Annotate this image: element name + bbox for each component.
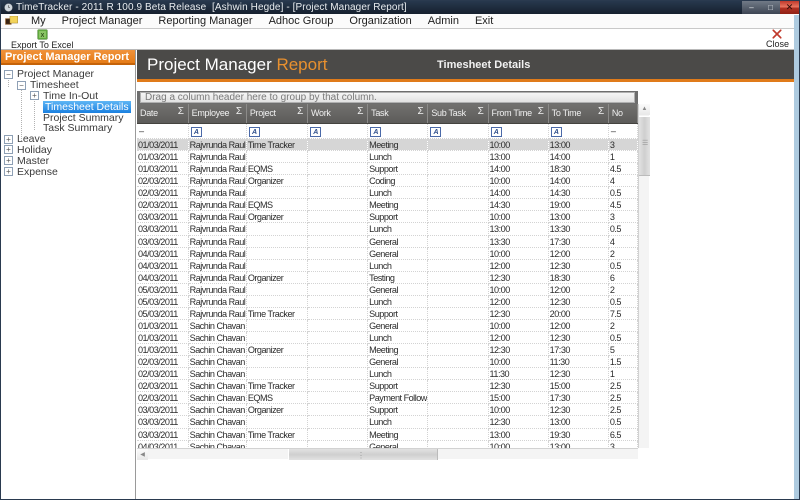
svg-text:X: X — [40, 33, 44, 39]
